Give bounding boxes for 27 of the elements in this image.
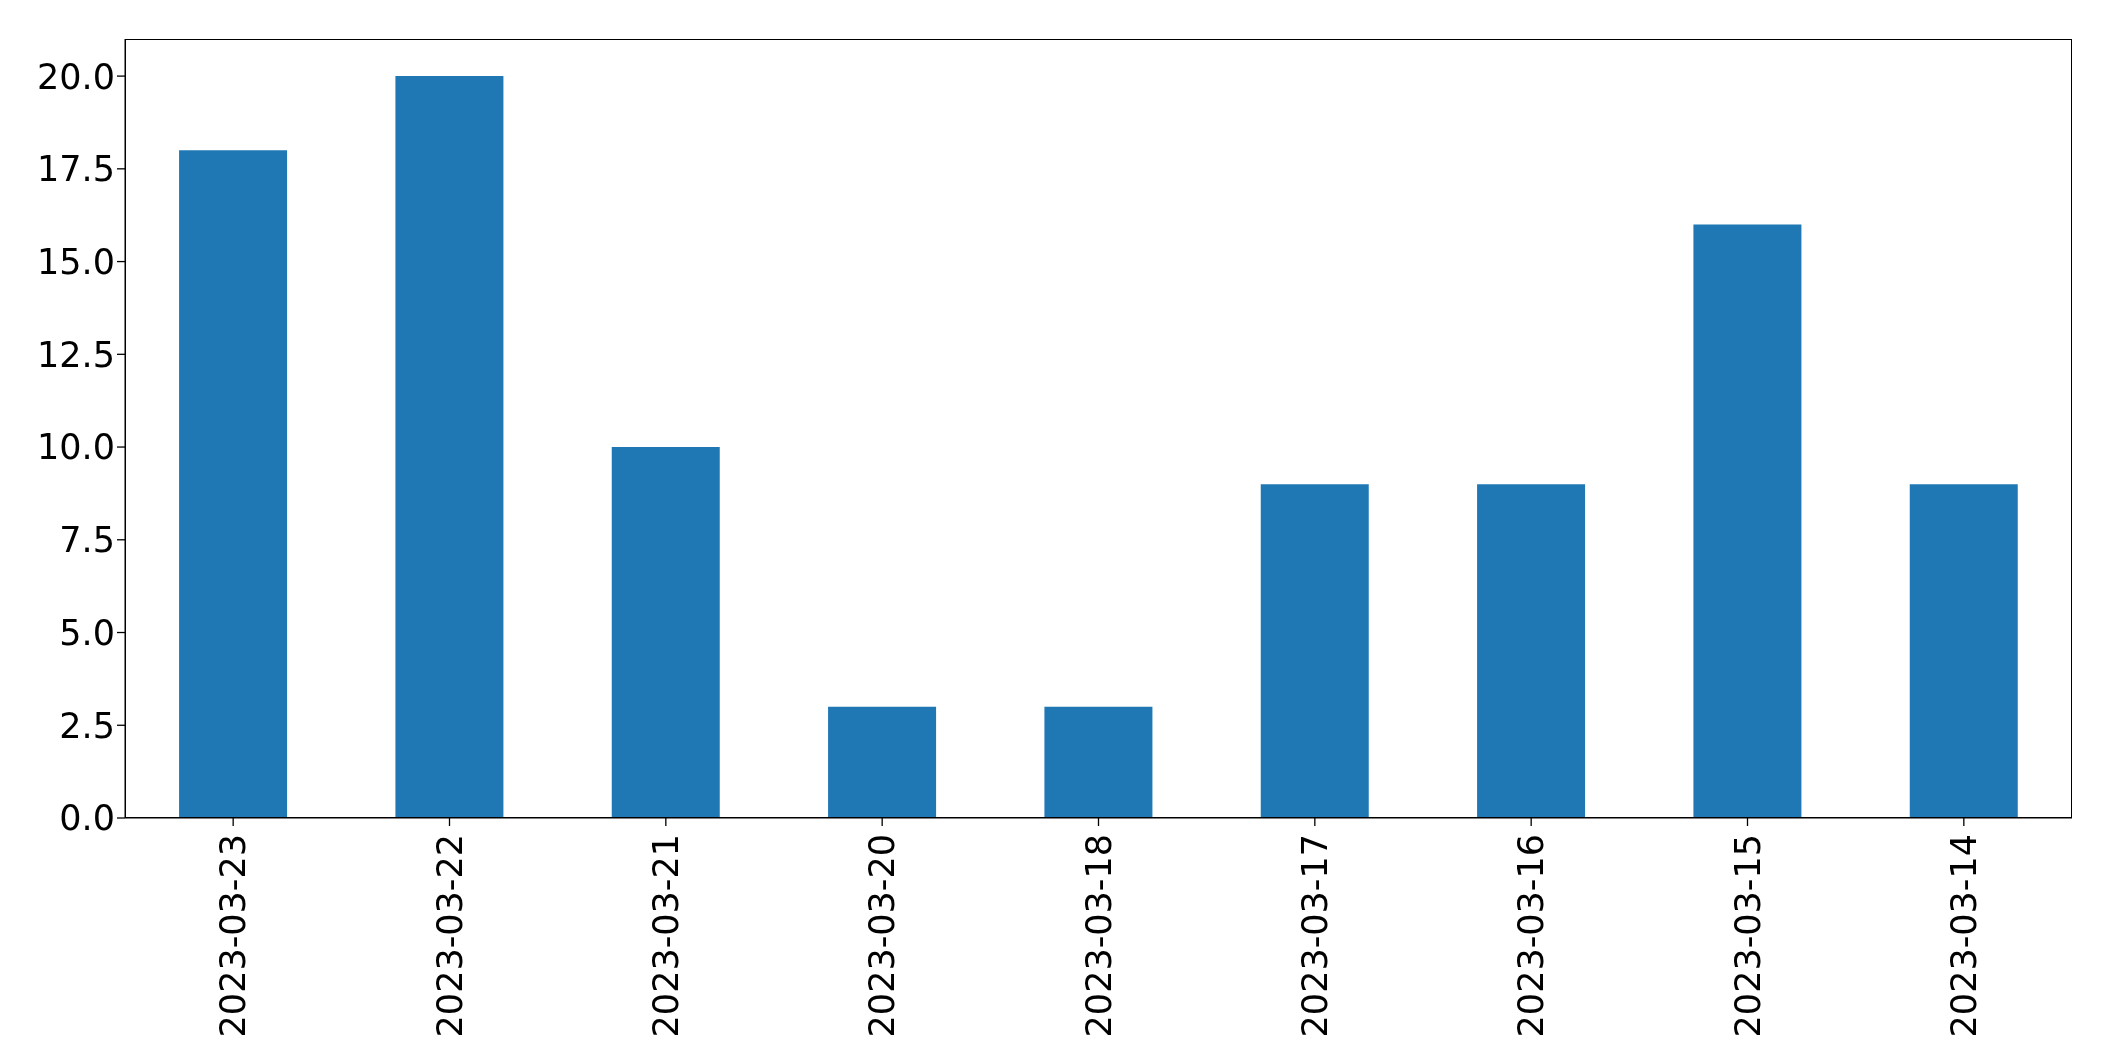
x-tick-label: 2023-03-22: [429, 834, 470, 1038]
y-tick-label: 12.5: [37, 334, 115, 375]
bar: [1909, 484, 2018, 818]
bar: [828, 706, 937, 818]
y-tick-label: 0.0: [59, 798, 115, 839]
x-tick-label: 2023-03-15: [1727, 834, 1768, 1038]
y-tick-label: 5.0: [59, 612, 115, 653]
x-tick-label: 2023-03-21: [646, 834, 687, 1038]
x-tick-label: 2023-03-18: [1078, 834, 1119, 1038]
x-tick-label: 2023-03-17: [1295, 834, 1336, 1038]
bar: [1477, 484, 1586, 818]
bar: [179, 150, 288, 818]
x-tick-label: 2023-03-16: [1511, 834, 1552, 1038]
bar: [611, 447, 720, 818]
bar: [1693, 224, 1802, 818]
x-tick-label: 2023-03-14: [1944, 834, 1985, 1038]
x-tick-label: 2023-03-20: [862, 834, 903, 1038]
y-tick-label: 7.5: [59, 520, 115, 561]
bar: [1044, 706, 1153, 818]
y-tick-label: 17.5: [37, 149, 115, 190]
y-tick-label: 2.5: [59, 705, 115, 746]
bar: [395, 76, 504, 818]
bar: [1260, 484, 1369, 818]
y-tick-label: 20.0: [37, 56, 115, 97]
y-tick-label: 10.0: [37, 427, 115, 468]
x-tick-label: 2023-03-23: [213, 834, 254, 1038]
y-tick-label: 15.0: [37, 242, 115, 282]
